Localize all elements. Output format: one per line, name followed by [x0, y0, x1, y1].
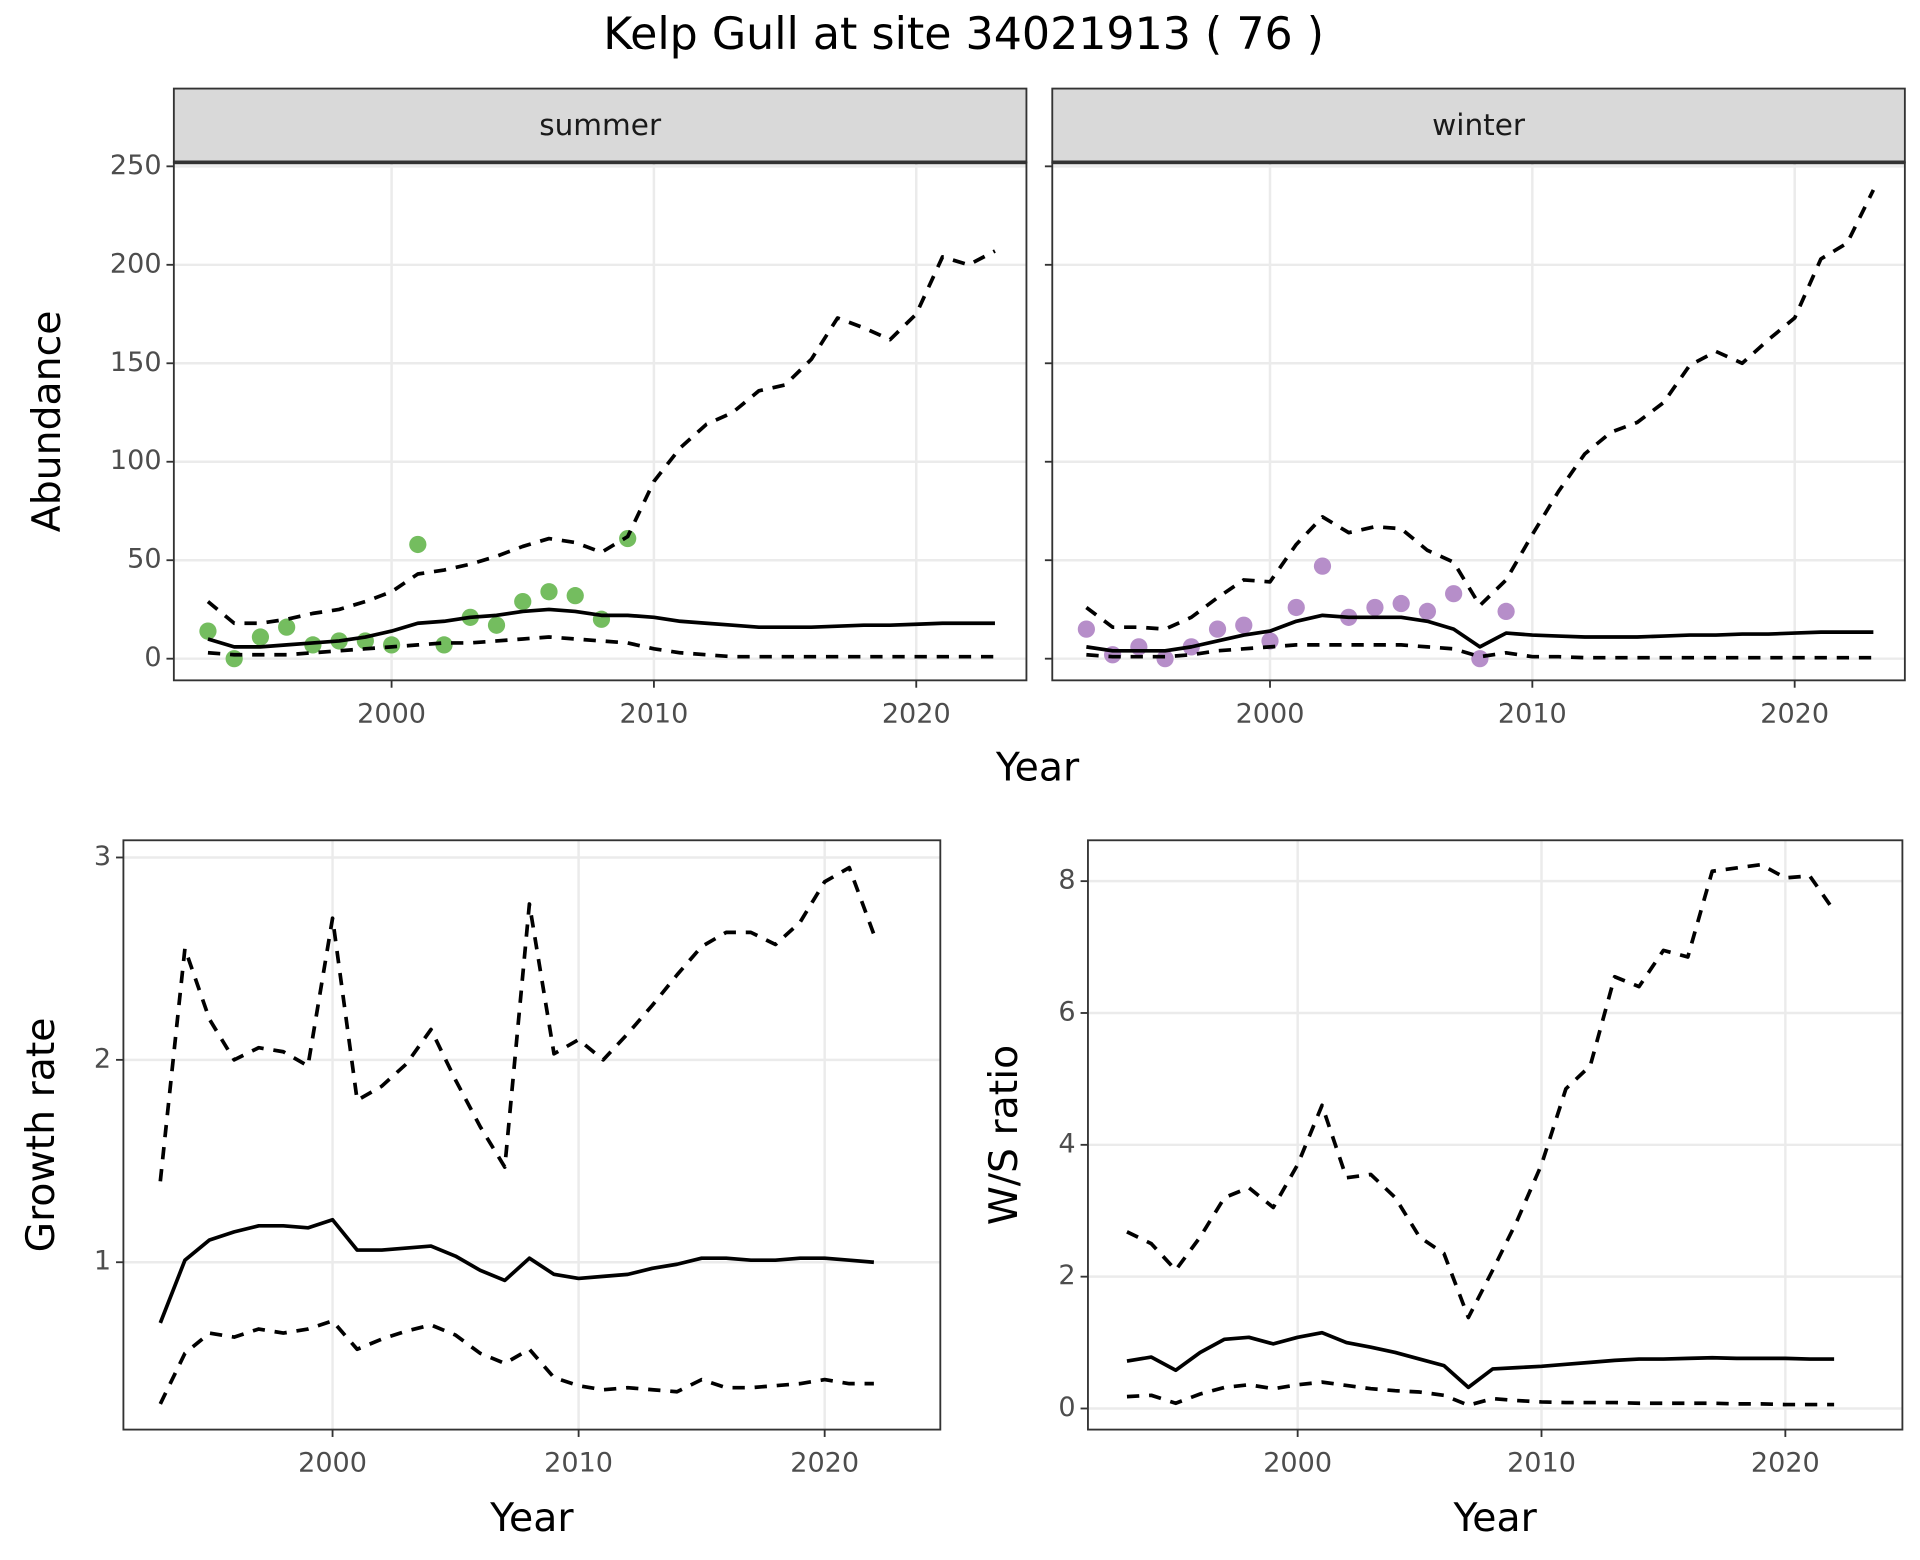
- data-point: [251, 628, 270, 646]
- data-point: [1445, 585, 1463, 603]
- data-point: [1077, 620, 1095, 638]
- y-axis-title: Growth rate: [18, 1017, 64, 1252]
- data-point: [1287, 598, 1305, 617]
- data-point: [1208, 620, 1227, 638]
- data-point: [382, 636, 401, 654]
- data-point: [1471, 650, 1489, 668]
- data-point: [1392, 594, 1410, 613]
- strip-label: winter: [1432, 108, 1526, 142]
- data-point: [540, 583, 558, 601]
- panel-border: [122, 839, 942, 1431]
- data-point: [514, 592, 532, 611]
- x-tick-label: 2020: [882, 698, 951, 729]
- dashed-line: [1126, 862, 1836, 1320]
- panel-background: [123, 840, 941, 1430]
- x-tick-label: 2010: [619, 698, 688, 729]
- dashed-line: [1085, 189, 1876, 631]
- x-tick-label: 2010: [1498, 698, 1567, 729]
- x-axis-title: Year: [995, 745, 1080, 791]
- solid-line: [207, 607, 995, 649]
- y-tick-label: 0: [1058, 1392, 1075, 1423]
- x-tick-label: 2000: [298, 1448, 367, 1479]
- y-axis-title: Abundance: [24, 311, 70, 533]
- y-tick-label: 1: [94, 1246, 111, 1277]
- dashed-line: [206, 249, 996, 626]
- x-tick-label: 2010: [544, 1448, 613, 1479]
- x-tick-label: 2020: [1751, 1448, 1820, 1479]
- data-point: [304, 636, 322, 654]
- y-tick-label: 3: [94, 841, 111, 872]
- x-tick-label: 2020: [790, 1448, 859, 1479]
- data-point: [1497, 602, 1515, 621]
- solid-line: [1126, 1330, 1835, 1390]
- y-tick-label: 4: [1058, 1128, 1075, 1159]
- data-point: [1235, 616, 1253, 634]
- dashed-line: [158, 1319, 874, 1405]
- data-point: [1418, 602, 1437, 621]
- data-point: [199, 622, 217, 640]
- dashed-line: [158, 865, 876, 1182]
- x-tick-label: 2000: [357, 698, 426, 729]
- y-tick-label: 2: [1058, 1260, 1075, 1291]
- panel-border: [1087, 839, 1904, 1431]
- y-tick-label: 200: [110, 248, 162, 279]
- y-axis-title: W/S ratio: [981, 1045, 1027, 1225]
- y-tick-label: 100: [110, 445, 162, 476]
- data-point: [225, 650, 243, 668]
- panel-background: [1087, 840, 1903, 1430]
- data-point: [409, 535, 427, 554]
- figure-title: Kelp Gull at site 34021913 ( 76 ): [603, 9, 1324, 60]
- x-tick-label: 2010: [1507, 1448, 1576, 1479]
- x-tick-label: 2000: [1263, 1448, 1332, 1479]
- panel-background: [173, 162, 1027, 681]
- data-point: [566, 587, 584, 605]
- data-point: [435, 636, 453, 654]
- dashed-line: [1126, 1380, 1835, 1408]
- x-axis-title: Year: [1453, 1495, 1538, 1541]
- x-tick-label: 2020: [1760, 698, 1829, 729]
- strip-background: [1051, 87, 1906, 164]
- solid-line: [158, 1217, 875, 1324]
- y-tick-label: 2: [94, 1043, 111, 1074]
- y-tick-label: 6: [1058, 996, 1075, 1027]
- y-tick-label: 0: [144, 642, 161, 673]
- data-point: [1130, 638, 1148, 656]
- panel-background: [1052, 162, 1905, 681]
- data-point: [487, 616, 506, 634]
- y-tick-label: 250: [110, 150, 162, 181]
- data-point: [1313, 557, 1332, 575]
- data-point: [278, 618, 296, 636]
- data-point: [1156, 650, 1174, 668]
- y-tick-label: 8: [1058, 865, 1075, 896]
- x-axis-title: Year: [489, 1495, 574, 1541]
- solid-line: [1086, 613, 1874, 653]
- data-point: [1366, 598, 1384, 617]
- strip-label: summer: [539, 108, 662, 142]
- y-tick-label: 150: [110, 347, 162, 378]
- x-tick-label: 2000: [1236, 698, 1305, 729]
- y-tick-label: 50: [127, 544, 161, 575]
